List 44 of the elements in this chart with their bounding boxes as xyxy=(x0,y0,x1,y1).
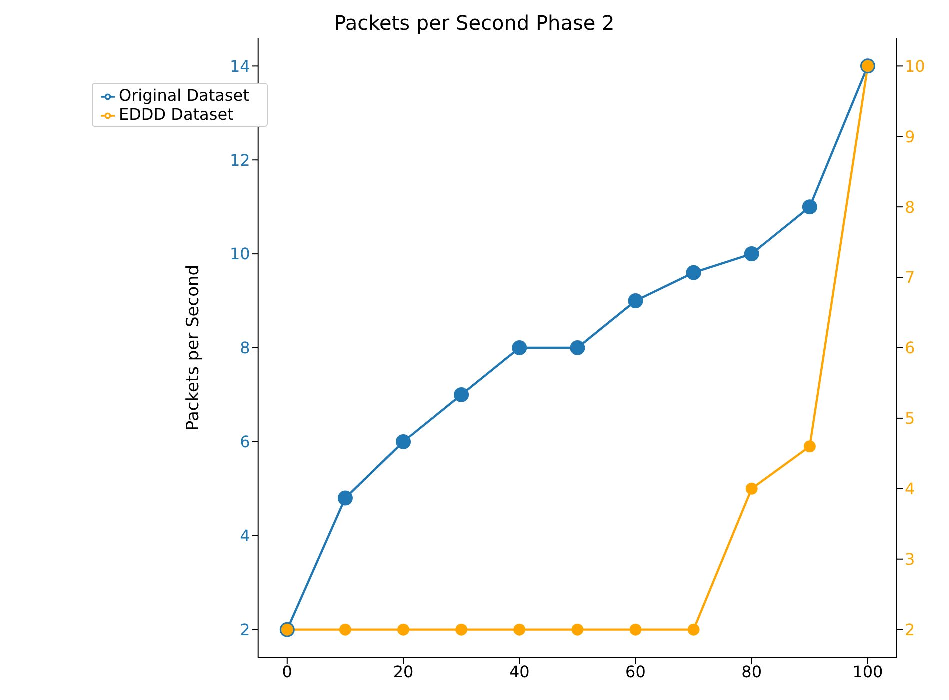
point xyxy=(570,340,586,356)
x-tick-label: 0 xyxy=(282,662,292,682)
point xyxy=(802,200,818,215)
y-tick-label: 2 xyxy=(240,620,250,640)
legend-label: EDDD Dataset xyxy=(119,105,234,124)
point xyxy=(454,387,470,402)
x-tick-label: 80 xyxy=(742,662,762,682)
x-tick-label: 100 xyxy=(852,662,884,682)
point xyxy=(744,246,760,262)
point xyxy=(746,482,758,495)
y2-tick-label: 3 xyxy=(905,550,916,570)
point xyxy=(512,340,528,356)
y-tick-label: 14 xyxy=(230,56,250,76)
legend-label: Original Dataset xyxy=(119,86,250,105)
chart-title: Packets per Second Phase 2 xyxy=(333,10,616,37)
y2-tick-label: 7 xyxy=(905,268,916,288)
y2-tick-label: 5 xyxy=(905,409,916,428)
point xyxy=(804,440,816,453)
point xyxy=(339,624,352,636)
y-tick-label: 8 xyxy=(240,338,250,358)
y-tick-label: 10 xyxy=(230,244,250,264)
y-tick-label: 12 xyxy=(230,150,250,170)
y2-tick-label: 4 xyxy=(905,480,916,499)
point xyxy=(338,490,353,506)
y2-tick-label: 10 xyxy=(905,56,926,76)
point xyxy=(688,624,700,636)
y-tick-label: 4 xyxy=(240,526,250,546)
y2-tick-label: 9 xyxy=(905,127,916,146)
point xyxy=(572,624,584,636)
y2-tick-label: 8 xyxy=(905,198,916,217)
point xyxy=(456,624,468,636)
point xyxy=(398,624,410,636)
point xyxy=(686,265,702,280)
y-axis-title: Packets per Second xyxy=(183,264,204,432)
point xyxy=(628,294,644,309)
point xyxy=(630,624,642,636)
y-tick-label: 6 xyxy=(240,432,250,452)
x-tick-label: 40 xyxy=(509,662,530,682)
y2-tick-label: 6 xyxy=(905,338,916,358)
point xyxy=(514,624,526,636)
point xyxy=(396,434,412,450)
x-tick-label: 20 xyxy=(393,662,414,682)
x-tick-label: 60 xyxy=(626,662,646,682)
y2-tick-label: 2 xyxy=(905,620,916,640)
